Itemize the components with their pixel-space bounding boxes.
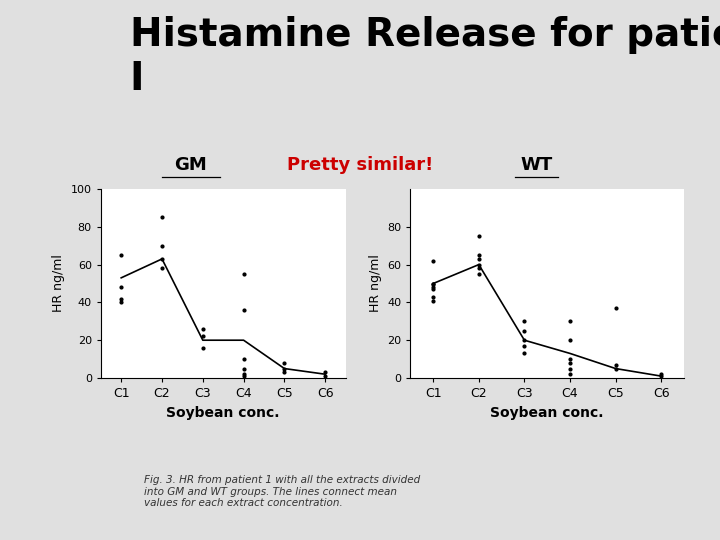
Text: WT: WT (521, 156, 552, 174)
Text: Pretty similar!: Pretty similar! (287, 156, 433, 174)
X-axis label: Soybean conc.: Soybean conc. (166, 406, 280, 420)
Text: Fig. 3. HR from patient 1 with all the extracts divided
into GM and WT groups. T: Fig. 3. HR from patient 1 with all the e… (144, 475, 420, 508)
Y-axis label: HR ng/ml: HR ng/ml (369, 254, 382, 313)
Y-axis label: HR ng/ml: HR ng/ml (53, 254, 66, 313)
Text: GM: GM (174, 156, 207, 174)
X-axis label: Soybean conc.: Soybean conc. (490, 406, 604, 420)
Text: Histamine Release for patient
I: Histamine Release for patient I (130, 16, 720, 98)
